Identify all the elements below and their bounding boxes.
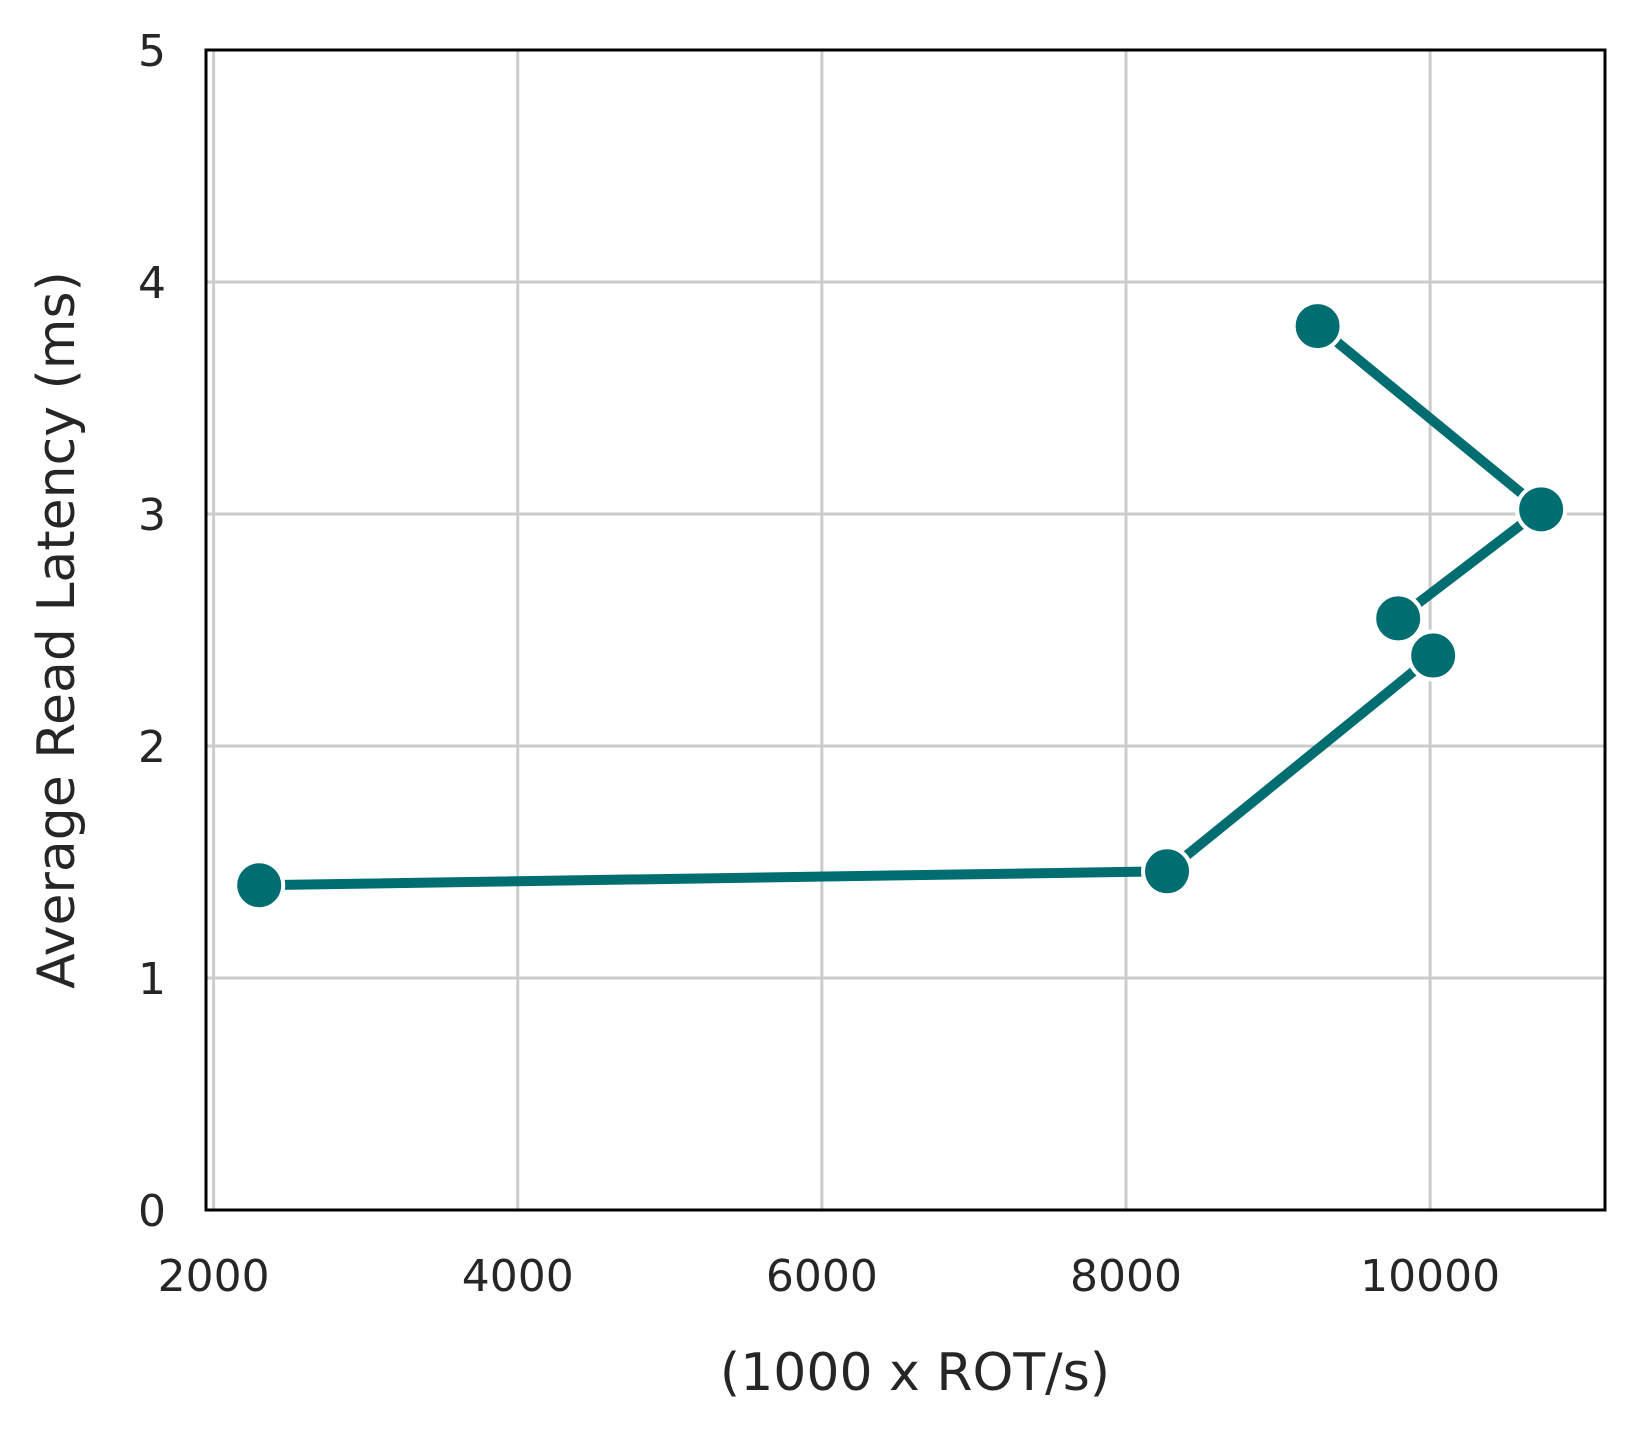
series-layer xyxy=(233,300,1568,912)
x-tick-label: 2000 xyxy=(158,1251,270,1302)
plot-frame xyxy=(204,48,1607,1212)
y-tick-labels: 0 1 2 3 4 5 xyxy=(138,26,166,1237)
x-tick-labels: 2000 4000 6000 8000 10000 xyxy=(158,1251,1501,1302)
y-tick-label: 5 xyxy=(138,26,166,77)
data-point xyxy=(233,859,286,912)
data-point xyxy=(1372,592,1425,645)
y-tick-label: 0 xyxy=(138,1186,166,1237)
y-tick-label: 1 xyxy=(138,954,166,1005)
series-line xyxy=(259,322,1547,891)
data-point xyxy=(1515,483,1568,536)
x-tick-label: 10000 xyxy=(1360,1251,1500,1302)
data-point xyxy=(1291,300,1344,353)
data-point xyxy=(1141,845,1194,898)
x-tick-label: 6000 xyxy=(766,1251,878,1302)
data-point xyxy=(1407,629,1460,682)
y-tick-label: 3 xyxy=(138,490,166,541)
x-tick-label: 8000 xyxy=(1070,1251,1182,1302)
x-tick-label: 4000 xyxy=(462,1251,574,1302)
y-tick-label: 4 xyxy=(138,258,166,309)
y-tick-label: 2 xyxy=(138,722,166,773)
y-axis-title: Average Read Latency (ms) xyxy=(27,271,87,989)
x-axis-title: (1000 x ROT/s) xyxy=(720,1343,1110,1403)
